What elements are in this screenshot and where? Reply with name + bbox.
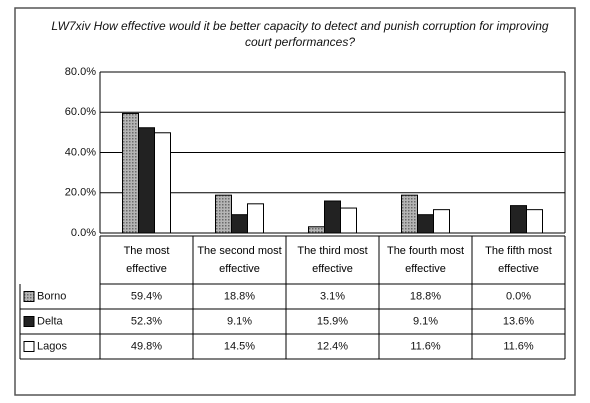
bar — [154, 132, 171, 234]
table-value: 59.4% — [131, 290, 162, 302]
x-tick-label: The second most effective — [197, 245, 282, 275]
x-tick-label: The most effective — [123, 245, 170, 275]
frame — [14, 7, 576, 396]
y-tick-label: 40.0% — [65, 146, 96, 158]
table-value: 12.4% — [317, 340, 348, 352]
bar — [308, 226, 325, 234]
x-tick-label: The fourth most effective — [386, 245, 465, 275]
bar — [417, 214, 434, 234]
table-value: 11.6% — [410, 340, 441, 352]
bar — [122, 112, 139, 234]
table-value: 3.1% — [320, 290, 345, 302]
table-value: 9.1% — [227, 315, 252, 327]
bar — [340, 207, 357, 234]
legend-swatch — [23, 291, 35, 302]
y-tick-label: 80.0% — [65, 66, 96, 78]
legend-swatch — [23, 316, 35, 327]
bar — [401, 194, 418, 234]
table-value: 18.8% — [224, 290, 255, 302]
legend-swatch — [23, 341, 35, 352]
table-value: 9.1% — [413, 315, 438, 327]
table-value: 18.8% — [410, 290, 441, 302]
x-tick-label: The fifth most effective — [485, 245, 552, 275]
y-tick-label: 0.0% — [71, 227, 96, 239]
legend-label: Borno — [37, 290, 66, 302]
table-value: 14.5% — [224, 340, 255, 352]
y-tick-label: 60.0% — [65, 106, 96, 118]
table-value: 49.8% — [131, 340, 162, 352]
y-tick-label: 20.0% — [65, 187, 96, 199]
bar — [433, 209, 450, 234]
bar — [138, 127, 155, 234]
bar — [215, 194, 232, 234]
legend-label: Lagos — [37, 340, 67, 352]
bar — [231, 214, 248, 234]
bar — [526, 209, 543, 234]
legend-label: Delta — [37, 315, 64, 327]
table-value: 0.0% — [506, 290, 531, 302]
table-value: 13.6% — [503, 315, 534, 327]
table-value: 52.3% — [131, 315, 162, 327]
table-value: 15.9% — [317, 315, 348, 327]
bar — [324, 200, 341, 234]
bar — [247, 203, 264, 234]
x-tick-label: The third most effective — [297, 245, 368, 275]
table-value: 11.6% — [503, 340, 534, 352]
chart-title: LW7xiv How effective would it be better … — [51, 19, 549, 49]
bar — [510, 205, 527, 234]
